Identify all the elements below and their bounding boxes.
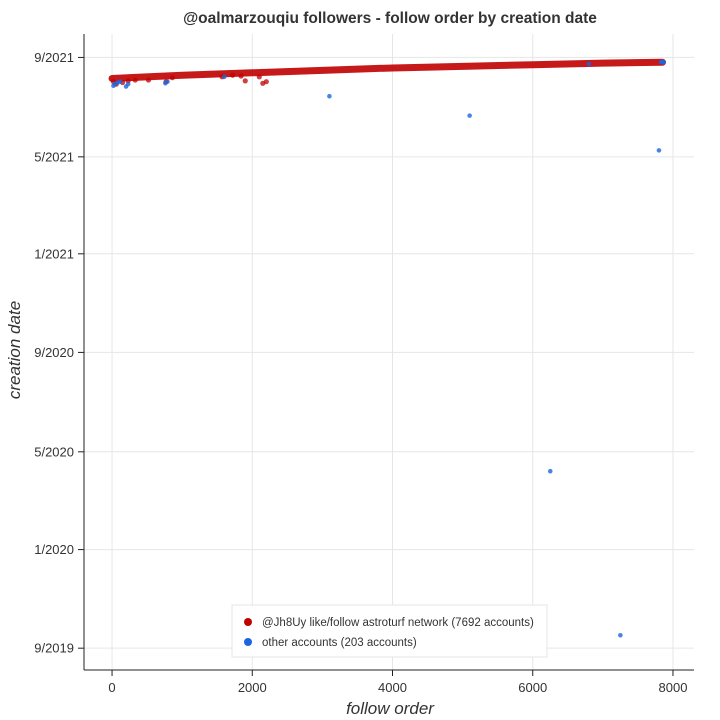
legend-box [231,604,548,658]
legend-marker-other [244,638,252,646]
astroturf-trend-band [108,58,666,82]
y-tick-label: 9/2020 [34,345,74,360]
other-point [586,61,592,67]
legend-label-other: other accounts (203 accounts) [262,637,417,649]
x-tick-label: 8000 [659,680,688,695]
data-points [108,58,667,638]
other-point [618,632,623,638]
x-axis-label: follow order [346,699,435,718]
y-tick-label: 9/2021 [34,50,74,65]
astroturf-point [145,77,152,83]
legend-label-astroturf: @Jh8Uy like/follow astroturf network (76… [262,617,534,629]
astroturf-point [230,72,236,78]
y-axis-ticks: 9/2019 1/2020 5/2020 9/2020 1/2021 5/2021 9/20… [34,50,84,656]
y-tick-label: 1/2020 [34,542,74,557]
astroturf-point [263,79,269,85]
y-tick-label: 9/2019 [34,641,74,656]
other-point [165,79,170,84]
y-tick-label: 1/2021 [34,246,74,261]
x-axis-ticks: 0 2000 4000 6000 8000 [108,670,687,695]
x-tick-label: 6000 [518,680,547,695]
other-point [125,81,131,87]
y-tick-label: 5/2020 [34,444,74,459]
x-tick-label: 2000 [238,680,267,695]
other-point [327,93,332,99]
grid-lines [84,34,694,670]
legend-marker-astroturf [244,618,252,626]
legend: @Jh8Uy like/follow astroturf network (76… [231,604,548,658]
chart-title: @oalmarzouqiu followers - follow order b… [183,10,597,27]
astroturf-point [132,77,138,83]
other-point [656,148,662,153]
y-tick-label: 5/2021 [34,149,74,164]
x-tick-label: 0 [108,680,115,695]
other-point [661,59,667,65]
other-point [118,79,123,84]
other-point [467,113,472,118]
astroturf-point [169,75,175,81]
x-tick-label: 4000 [378,680,407,695]
astroturf-point [238,73,244,79]
astroturf-point [242,78,248,84]
astroturf-point [125,78,131,84]
astroturf-point [256,74,262,80]
other-point [221,74,227,80]
y-axis-label: creation date [5,301,24,399]
other-point [547,468,553,474]
